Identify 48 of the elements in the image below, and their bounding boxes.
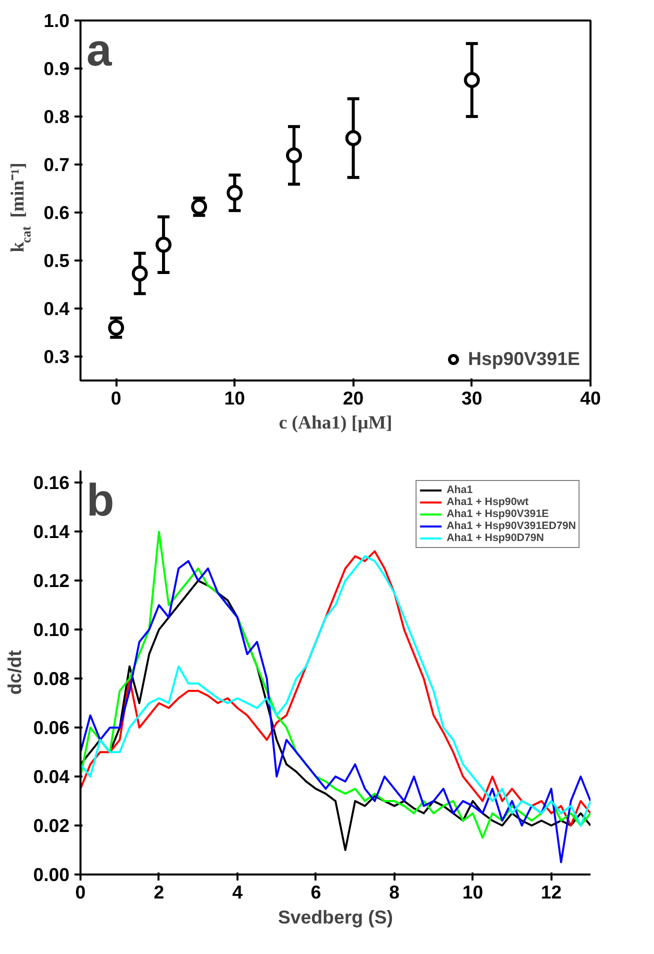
y-tick-label: 0.08 (33, 668, 70, 690)
point (226, 184, 243, 201)
y-axis-title: dc/dt (4, 650, 26, 695)
annotation: a (86, 24, 112, 76)
x-tick-label: 10 (224, 388, 246, 408)
legend-label: Aha1 + Hsp90V391E (446, 508, 549, 520)
y-tick-label: 0.3 (44, 346, 70, 367)
y-tick-label: 1.0 (44, 10, 70, 31)
point (345, 130, 362, 146)
y-tick-label: 0.4 (44, 298, 70, 319)
x-tick-label: 40 (580, 388, 601, 408)
point (464, 72, 480, 88)
point (108, 320, 124, 336)
x-tick-label: 10 (462, 882, 484, 902)
x-axis-title: Svedberg (S) (278, 906, 394, 928)
point (132, 265, 148, 282)
y-tick-label: 0.10 (33, 619, 70, 640)
y-tick-label: 0.5 (44, 250, 70, 271)
y-tick-label: 0.06 (33, 717, 70, 738)
y-tick-label: 0.16 (33, 472, 70, 494)
x-tick-label: 20 (342, 388, 364, 408)
y-tick-label: 0.04 (33, 766, 70, 788)
legend-label: Aha1 (446, 484, 473, 496)
x-tick-label: 12 (540, 882, 562, 902)
y-tick-label: 0.8 (44, 106, 70, 127)
x-axis-title: c (Aha1) [µM] (278, 412, 392, 434)
y-axis-title: kcat [min⁻¹] (8, 162, 34, 252)
y-tick-label: 0.6 (44, 202, 70, 223)
legend-label: Aha1 + Hsp90wt (446, 496, 529, 508)
point (156, 236, 172, 253)
x-tick-label: 0 (75, 882, 86, 902)
y-tick-label: 0.02 (33, 815, 70, 836)
x-tick-label: 2 (154, 882, 164, 902)
legend-label: Hsp90V391E (468, 348, 580, 370)
legend-label: Aha1 + Hsp90D79N (446, 532, 544, 544)
x-tick-label: 4 (232, 882, 244, 902)
annotation: b (86, 474, 114, 526)
x-tick-label: 30 (462, 388, 482, 408)
y-tick-label: 0.12 (33, 570, 70, 592)
x-tick-label: 0 (110, 388, 122, 408)
x-tick-label: 6 (310, 882, 322, 902)
y-tick-label: 0.14 (33, 521, 70, 542)
y-tick-label: 0.7 (44, 154, 70, 175)
x-tick-label: 8 (389, 882, 400, 902)
legend-label: Aha1 + Hsp90V391ED79N (446, 520, 576, 532)
point (286, 147, 302, 164)
y-tick-label: 0.00 (33, 864, 70, 885)
y-tick-label: 0.9 (44, 58, 70, 79)
